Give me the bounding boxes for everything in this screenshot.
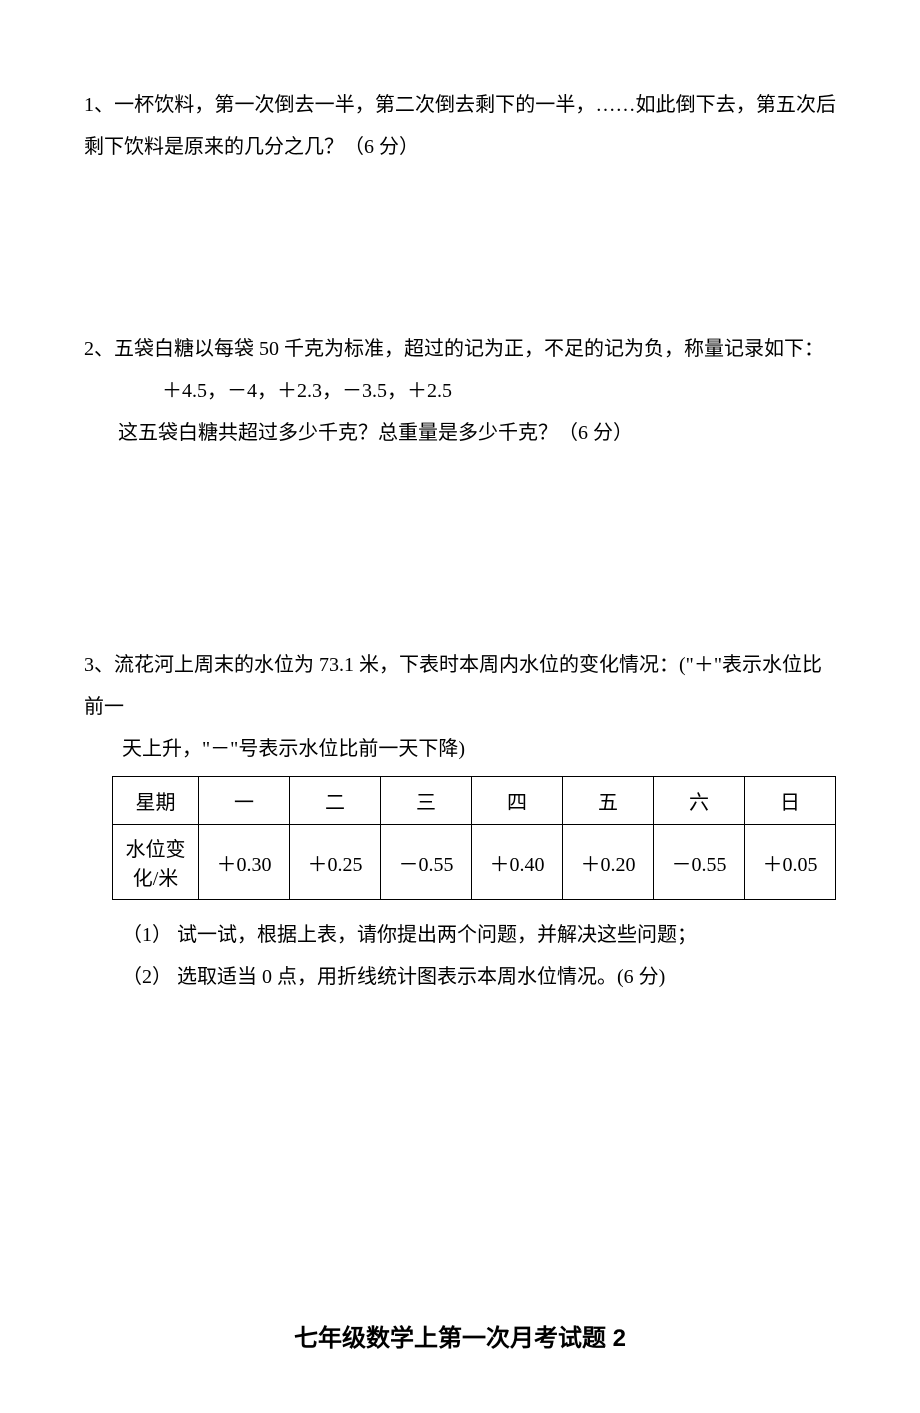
question-3: 3、流花河上周末的水位为 73.1 米，下表时本周内水位的变化情况：("＋"表示… (84, 644, 836, 998)
table-data-row: 水位变化/米 ＋0.30 ＋0.25 －0.55 ＋0.40 ＋0.20 －0.… (113, 825, 836, 900)
table-data-cell: ＋0.20 (563, 825, 654, 900)
water-level-table: 星期 一 二 三 四 五 六 日 水位变化/米 ＋0.30 ＋0.25 －0.5… (112, 776, 836, 900)
table-data-cell: －0.55 (381, 825, 472, 900)
table-header-cell: 四 (472, 777, 563, 825)
question-2-line1: 2、五袋白糖以每袋 50 千克为标准，超过的记为正，不足的记为负，称量记录如下： (84, 328, 836, 370)
page-title-section: 七年级数学上第一次月考试题 2 (84, 1318, 836, 1353)
question-3-sub1: （1） 试一试，根据上表，请你提出两个问题，并解决这些问题； (84, 914, 836, 956)
table-header-cell: 日 (745, 777, 836, 825)
table-header-row: 星期 一 二 三 四 五 六 日 (113, 777, 836, 825)
table-header-cell: 一 (199, 777, 290, 825)
question-3-intro2: 天上升，"－"号表示水位比前一天下降) (84, 728, 836, 770)
table-row-label: 水位变化/米 (113, 825, 199, 900)
table-data-cell: ＋0.05 (745, 825, 836, 900)
table-data-cell: ＋0.25 (290, 825, 381, 900)
table-data-cell: ＋0.40 (472, 825, 563, 900)
question-1: 1、一杯饮料，第一次倒去一半，第二次倒去剩下的一半，……如此倒下去，第五次后剩下… (84, 84, 836, 168)
page-title: 七年级数学上第一次月考试题 2 (84, 1318, 836, 1353)
question-1-text: 1、一杯饮料，第一次倒去一半，第二次倒去剩下的一半，……如此倒下去，第五次后剩下… (84, 84, 836, 168)
table-header-cell: 五 (563, 777, 654, 825)
table-header-label: 星期 (113, 777, 199, 825)
question-2-line3: 这五袋白糖共超过多少千克？总重量是多少千克？（6 分） (84, 412, 836, 454)
question-2: 2、五袋白糖以每袋 50 千克为标准，超过的记为正，不足的记为负，称量记录如下：… (84, 328, 836, 454)
table-header-cell: 三 (381, 777, 472, 825)
table-data-cell: －0.55 (654, 825, 745, 900)
table-header-cell: 六 (654, 777, 745, 825)
question-2-line2: ＋4.5，－4，＋2.3，－3.5，＋2.5 (84, 370, 836, 412)
table-header-cell: 二 (290, 777, 381, 825)
water-level-table-wrap: 星期 一 二 三 四 五 六 日 水位变化/米 ＋0.30 ＋0.25 －0.5… (112, 776, 836, 900)
question-3-sub2: （2） 选取适当 0 点，用折线统计图表示本周水位情况。(6 分) (84, 956, 836, 998)
question-3-intro1: 3、流花河上周末的水位为 73.1 米，下表时本周内水位的变化情况：("＋"表示… (84, 644, 836, 728)
question-3-subquestions: （1） 试一试，根据上表，请你提出两个问题，并解决这些问题； （2） 选取适当 … (84, 914, 836, 998)
table-data-cell: ＋0.30 (199, 825, 290, 900)
